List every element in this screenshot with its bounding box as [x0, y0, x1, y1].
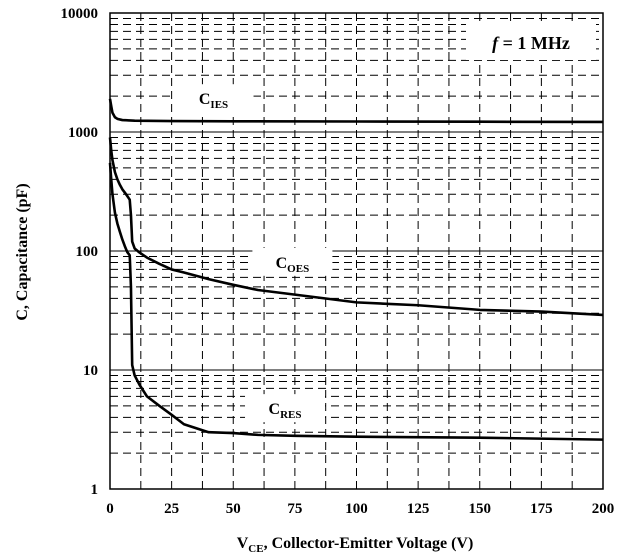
series-label-oes: COES — [276, 255, 310, 275]
series-line-ies — [108, 98, 604, 124]
curve-label-bg — [173, 84, 254, 113]
frequency-annotation-box — [466, 24, 596, 60]
curve-label-bg — [252, 247, 333, 276]
x-tick-label: 175 — [530, 501, 553, 517]
y-axis-label: C, Capacitance (pF) — [14, 183, 31, 320]
x-tick-label: 100 — [345, 501, 368, 517]
x-tick-label: 125 — [407, 501, 430, 517]
series-label-res: CRES — [269, 401, 302, 421]
x-tick-label: 200 — [592, 501, 615, 517]
y-tick-label: 10 — [83, 363, 98, 379]
y-tick-label: 100 — [76, 244, 99, 260]
y-tick-labels: 1 10 100 1000 10000 — [61, 6, 99, 498]
y-tick-label: 1 — [91, 482, 99, 498]
y-tick-label: 1000 — [68, 125, 98, 141]
x-tick-label: 0 — [106, 501, 114, 517]
curve-labels: CIES COES CRES — [173, 84, 333, 423]
curve-label-bg — [245, 394, 326, 423]
x-axis-label: VCE, Collector-Emitter Voltage (V) — [237, 535, 474, 555]
series-label-ies: CIES — [199, 91, 228, 111]
curves — [108, 98, 604, 441]
grid — [110, 12, 603, 490]
x-tick-label: 50 — [226, 501, 241, 517]
y-tick-label: 10000 — [61, 6, 99, 22]
frequency-annotation: f = 1 MHz — [492, 33, 570, 53]
x-tick-label: 75 — [287, 501, 302, 517]
series-line-res — [108, 162, 604, 441]
series-line-oes — [108, 137, 604, 317]
x-tick-label: 25 — [164, 501, 179, 517]
plot-frame — [109, 12, 604, 490]
x-tick-label: 150 — [469, 501, 492, 517]
x-tick-labels: 0 25 50 75 100 125 150 175 200 — [106, 501, 614, 517]
